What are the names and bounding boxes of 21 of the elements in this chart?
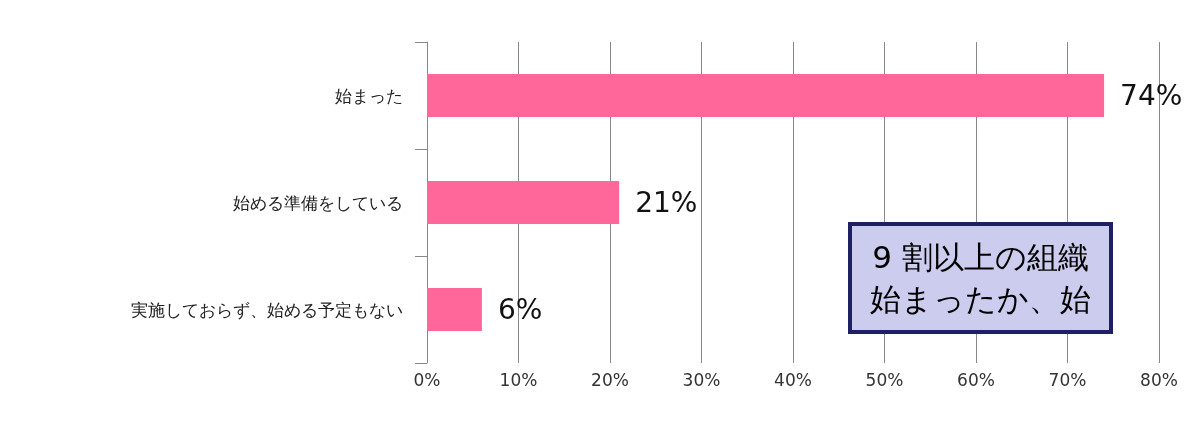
x-tick-label: 60% [957,369,995,390]
data-label: 74% [1120,79,1183,112]
x-tick-label: 0% [413,369,441,390]
bar [427,181,620,224]
x-tick-label: 10% [499,369,538,390]
y-tick-label: 始まった [335,85,403,106]
bar [427,288,482,331]
x-tick-label: 50% [865,369,904,390]
callout-box: 9 割以上の組織 始まったか、始 [848,222,1113,334]
x-tick-label: 80% [1140,369,1178,390]
bar [427,74,1105,117]
x-tick-label: 30% [682,369,721,390]
x-tick-label: 70% [1048,369,1087,390]
annotation: 始まったか、始 [870,280,1091,319]
data-label: 21% [635,186,698,219]
x-tick-label: 20% [591,369,629,390]
x-tick-label: 40% [774,369,812,390]
y-tick-label: 実施しておらず、始める予定もない [131,299,403,320]
y-tick-label: 始める準備をしている [233,192,403,213]
annotation: 9 割以上の組織 [871,238,1090,277]
data-label: 6% [497,293,543,326]
